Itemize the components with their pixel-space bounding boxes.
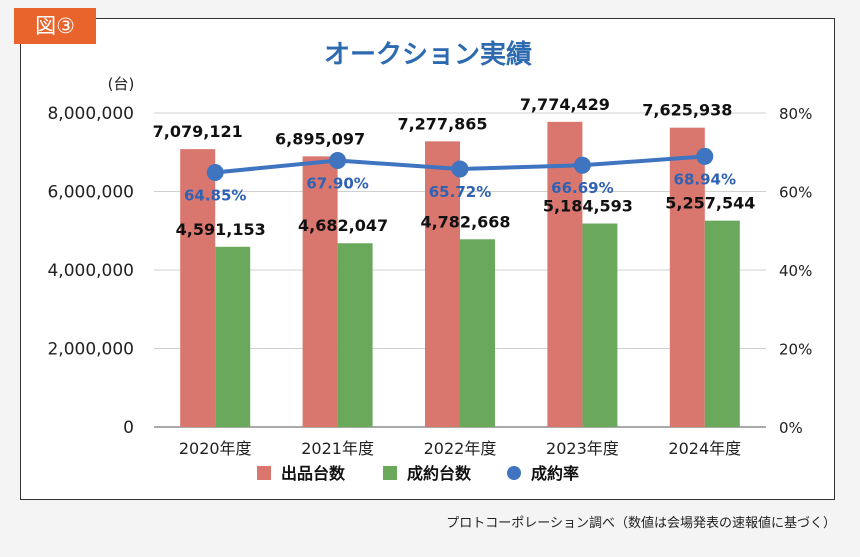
bar-sold <box>704 220 740 427</box>
y-tick-label: 4,000,000 <box>47 261 134 281</box>
bar-listed <box>302 156 338 428</box>
y-tick-label: 6,000,000 <box>47 183 134 203</box>
legend-label: 成約率 <box>531 464 579 483</box>
bar-sold <box>582 223 618 427</box>
rate-label: 64.85% <box>184 186 246 204</box>
bar-listed <box>180 149 216 427</box>
bar-sold <box>337 243 373 427</box>
bar-listed-label: 7,277,865 <box>397 114 487 133</box>
y2-tick-label: 20% <box>779 341 812 359</box>
bar-sold <box>460 239 495 427</box>
bar-listed-label: 7,079,121 <box>153 122 243 141</box>
y-tick-label: 2,000,000 <box>47 340 134 360</box>
legend-swatch <box>507 466 521 480</box>
figure-tag: 図③ <box>14 8 96 44</box>
chart-title: オークション実績 <box>324 39 532 70</box>
bar-listed <box>547 121 583 427</box>
x-tick-label: 2022年度 <box>424 439 497 458</box>
rate-point <box>573 156 591 174</box>
rate-label: 66.69% <box>551 179 613 197</box>
y2-tick-label: 40% <box>779 262 812 280</box>
x-tick-label: 2021年度 <box>301 439 374 458</box>
x-tick-label: 2023年度 <box>546 439 619 458</box>
bar-sold-label: 5,257,544 <box>665 194 755 213</box>
x-tick-label: 2024年度 <box>668 439 741 458</box>
rate-label: 67.90% <box>306 174 368 192</box>
bar-sold-label: 4,591,153 <box>176 220 266 239</box>
bar-listed <box>669 127 705 427</box>
y2-tick-label: 60% <box>779 184 812 202</box>
legend-label: 成約台数 <box>407 464 472 483</box>
auction-chart: オークション実績 (台) 0 2,000,000 4,000,000 6,000,000 8… <box>47 39 812 483</box>
rate-label: 65.72% <box>429 183 491 201</box>
bar-sold-label: 5,184,593 <box>543 197 633 216</box>
y-tick-label: 8,000,000 <box>47 104 134 124</box>
rate-point <box>206 163 224 181</box>
source-note: プロトコーポレーション調べ（数値は会場発表の速報値に基づく） <box>446 516 836 531</box>
y2-tick-label: 0% <box>779 419 803 437</box>
legend-swatch <box>383 466 397 480</box>
y-tick-label: 0 <box>123 418 134 438</box>
rate-point <box>696 147 714 165</box>
bar-listed <box>425 141 460 427</box>
rate-point <box>329 151 347 169</box>
rate-point <box>451 160 469 178</box>
x-tick-label: 2020年度 <box>179 439 252 458</box>
bar-listed-label: 7,774,429 <box>520 95 610 114</box>
rate-label: 68.94% <box>674 170 736 188</box>
bar-listed-label: 6,895,097 <box>275 129 365 148</box>
legend-swatch <box>257 466 271 480</box>
bar-listed-label: 7,625,938 <box>642 101 732 120</box>
y-axis-label: (台) <box>108 75 135 93</box>
bar-sold-label: 4,782,668 <box>420 212 510 231</box>
bar-sold-label: 4,682,047 <box>298 216 388 235</box>
legend-label: 出品台数 <box>281 464 346 483</box>
chart-frame: オークション実績 (台) 0 2,000,000 4,000,000 6,000,000 8… <box>20 18 835 500</box>
y2-tick-label: 80% <box>779 105 812 123</box>
bar-sold <box>215 246 251 427</box>
